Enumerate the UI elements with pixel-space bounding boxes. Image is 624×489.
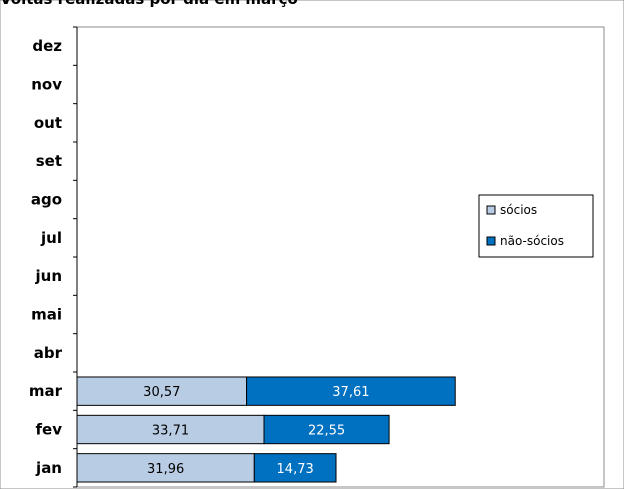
bar-fev-socios	[76, 414, 265, 445]
bar-value-label: 22,55	[308, 424, 345, 439]
category-label-jul: jul	[40, 229, 62, 247]
category-label-dez: dez	[32, 37, 62, 55]
legend-label-socios: sócios	[500, 203, 537, 217]
chart-title: Voltas realizadas por dia em março	[0, 0, 298, 8]
category-label-fev: fev	[36, 421, 63, 439]
category-label-abr: abr	[34, 344, 63, 362]
category-label-mai: mai	[31, 306, 62, 324]
category-label-set: set	[36, 152, 62, 170]
bar-value-label: 37,61	[332, 385, 369, 400]
bar-value-label: 14,73	[277, 462, 314, 477]
bar-fev-nao-socios	[263, 414, 390, 445]
category-label-out: out	[34, 114, 62, 132]
legend-swatch-socios	[486, 205, 496, 215]
category-label-ago: ago	[31, 191, 62, 209]
category-label-nov: nov	[31, 76, 62, 94]
bar-value-label: 33,71	[152, 424, 189, 439]
category-label-jun: jun	[35, 267, 63, 285]
legend-swatch-nao-socios	[486, 236, 496, 246]
category-label-mar: mar	[29, 382, 63, 400]
bars: 31,96 14,73 33,71 22,55 30,57 37,61	[76, 376, 456, 483]
bar-mar-nao-socios	[246, 376, 456, 406]
y-axis-ticks	[73, 26, 77, 488]
y-axis-labels: jan fev mar abr mai jun jul ago set out nov dez	[29, 37, 63, 477]
category-label-jan: jan	[35, 459, 62, 477]
legend-box	[478, 194, 594, 258]
bar-value-label: 30,57	[143, 385, 180, 400]
legend-label-nao-socios: não-sócios	[500, 234, 564, 248]
legend: sócios não-sócios	[478, 194, 594, 258]
bar-value-label: 31,96	[147, 462, 184, 477]
bar-jan-nao-socios	[253, 453, 337, 483]
